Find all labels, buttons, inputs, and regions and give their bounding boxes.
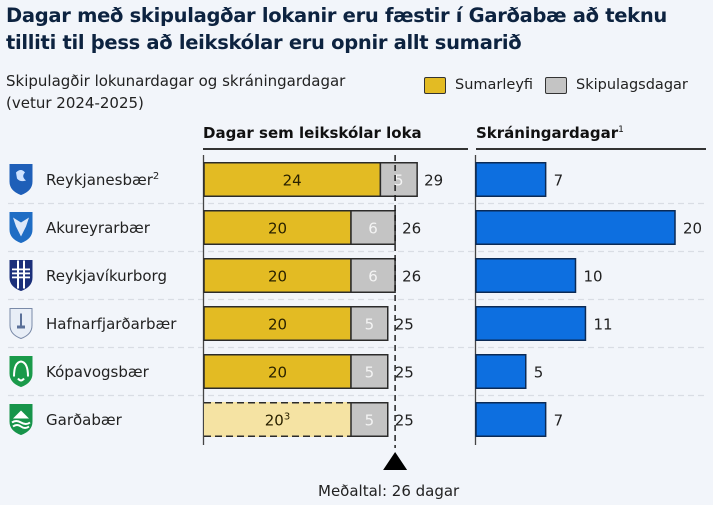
category-label: Kópavogsbær xyxy=(46,363,150,381)
bar-total-label: 29 xyxy=(424,172,443,190)
bar-total-label: 25 xyxy=(395,412,414,430)
legend-label-sumarleyfi: Sumarleyfi xyxy=(455,77,534,93)
bar-skraningardagar xyxy=(475,162,547,197)
bar-label-sumarleyfi: 20 xyxy=(268,364,287,382)
bar-skipulagsdagar xyxy=(350,402,389,437)
legend-swatch-skipulagsdagar xyxy=(545,76,568,94)
bar-label-sumarleyfi: 20 xyxy=(268,268,287,286)
chart-subtitle: Skipulagðir lokunardagar og skráningarda… xyxy=(6,70,406,114)
hafnarfjardarbaer-crest-icon xyxy=(9,308,33,340)
category-label: Reykjanesbær2 xyxy=(46,171,159,189)
mean-marker-triangle xyxy=(383,452,408,470)
category-label: Garðabær xyxy=(46,411,123,429)
legend-item-skipulagsdagar: Skipulagsdagar xyxy=(545,76,688,94)
bar-label-sumarleyfi: 24 xyxy=(283,172,302,190)
reykjavikurborg-crest-icon xyxy=(9,260,33,292)
mean-label: Meðaltal: 26 dagar xyxy=(318,482,460,500)
bar-sumarleyfi xyxy=(203,258,352,293)
bar-skraningardagar xyxy=(475,306,587,341)
subtitle-line-1: Skipulagðir lokunardagar og skráningarda… xyxy=(6,72,346,90)
crest-emblem xyxy=(11,420,31,429)
bar-label-skraningardagar: 7 xyxy=(554,172,564,190)
legend: Sumarleyfi Skipulagsdagar xyxy=(424,74,700,96)
crest-shield xyxy=(9,404,33,436)
crest-emblem xyxy=(12,268,30,271)
bar-label-skraningardagar: 7 xyxy=(554,412,564,430)
bar-label-skipulagsdagar: 5 xyxy=(394,172,404,190)
bar-total-label: 25 xyxy=(395,364,414,382)
crest-shield xyxy=(9,260,33,292)
bar-label-skipulagsdagar: 5 xyxy=(365,412,375,430)
bar-skraningardagar xyxy=(475,210,676,245)
kopavogsbaer-crest-icon xyxy=(9,356,33,388)
left-panel-title-text: Dagar sem leikskólar loka xyxy=(203,124,422,142)
right-panel-title-text: Skráningardagar xyxy=(476,124,619,142)
bar-total-label: 26 xyxy=(402,220,421,238)
right-panel-title: Skráningardagar1 xyxy=(476,124,706,150)
bar-label-skraningardagar: 11 xyxy=(593,316,612,334)
category-label: Hafnarfjarðarbær xyxy=(46,315,177,333)
bar-skraningardagar xyxy=(475,354,527,389)
bar-skipulagsdagar xyxy=(350,354,389,389)
bar-skraningardagar xyxy=(475,258,577,293)
crest-emblem xyxy=(16,170,26,182)
left-panel-title: Dagar sem leikskólar loka xyxy=(203,124,468,150)
bar-skraningardagar xyxy=(475,402,547,437)
bar-skipulagsdagar xyxy=(350,210,396,245)
value-superscript: 3 xyxy=(284,412,290,423)
reykjanesbaer-crest-icon xyxy=(9,164,33,196)
category-superscript: 2 xyxy=(153,171,159,182)
crest-emblem xyxy=(17,260,19,289)
category-label: Akureyrarbær xyxy=(46,219,151,237)
bar-skipulagsdagar xyxy=(350,306,389,341)
crest-emblem xyxy=(13,217,29,237)
bar-sumarleyfi xyxy=(203,162,382,197)
bar-total-label: 26 xyxy=(402,268,421,286)
category-label: Reykjavíkurborg xyxy=(46,267,167,285)
bar-label-sumarleyfi: 20 xyxy=(268,316,287,334)
right-panel-title-sup: 1 xyxy=(618,125,624,135)
chart-title: Dagar með skipulagðar lokanir eru fæstir… xyxy=(6,4,668,54)
bar-sumarleyfi xyxy=(203,354,352,389)
akureyrarbaer-crest-icon xyxy=(9,212,33,244)
legend-swatch-sumarleyfi xyxy=(424,76,446,94)
crest-shield xyxy=(9,356,33,388)
bar-total-label: 25 xyxy=(395,316,414,334)
legend-item-sumarleyfi: Sumarleyfi xyxy=(424,76,534,94)
bar-label-skipulagsdagar: 5 xyxy=(365,364,375,382)
legend-label-skipulagsdagar: Skipulagsdagar xyxy=(576,77,688,93)
bar-label-skipulagsdagar: 6 xyxy=(368,220,378,238)
crest-emblem xyxy=(17,313,25,329)
crest-emblem xyxy=(12,276,30,279)
crest-emblem xyxy=(13,410,29,419)
crest-emblem xyxy=(13,360,29,382)
bar-skipulagsdagar xyxy=(379,162,418,197)
bar-sumarleyfi xyxy=(203,210,352,245)
bar-sumarleyfi xyxy=(204,402,351,437)
crest-emblem xyxy=(23,260,25,289)
bar-label-skraningardagar: 5 xyxy=(534,364,544,382)
bar-label-skraningardagar: 10 xyxy=(584,268,603,286)
bar-label-sumarleyfi: 20 xyxy=(268,220,287,238)
gardabaer-crest-icon xyxy=(9,404,33,436)
bar-label-skipulagsdagar: 6 xyxy=(368,268,378,286)
crest-emblem xyxy=(12,272,30,275)
bar-label-skraningardagar: 20 xyxy=(683,220,702,238)
bar-label-skipulagsdagar: 5 xyxy=(365,316,375,334)
subtitle-line-2: (vetur 2024-2025) xyxy=(6,94,144,112)
